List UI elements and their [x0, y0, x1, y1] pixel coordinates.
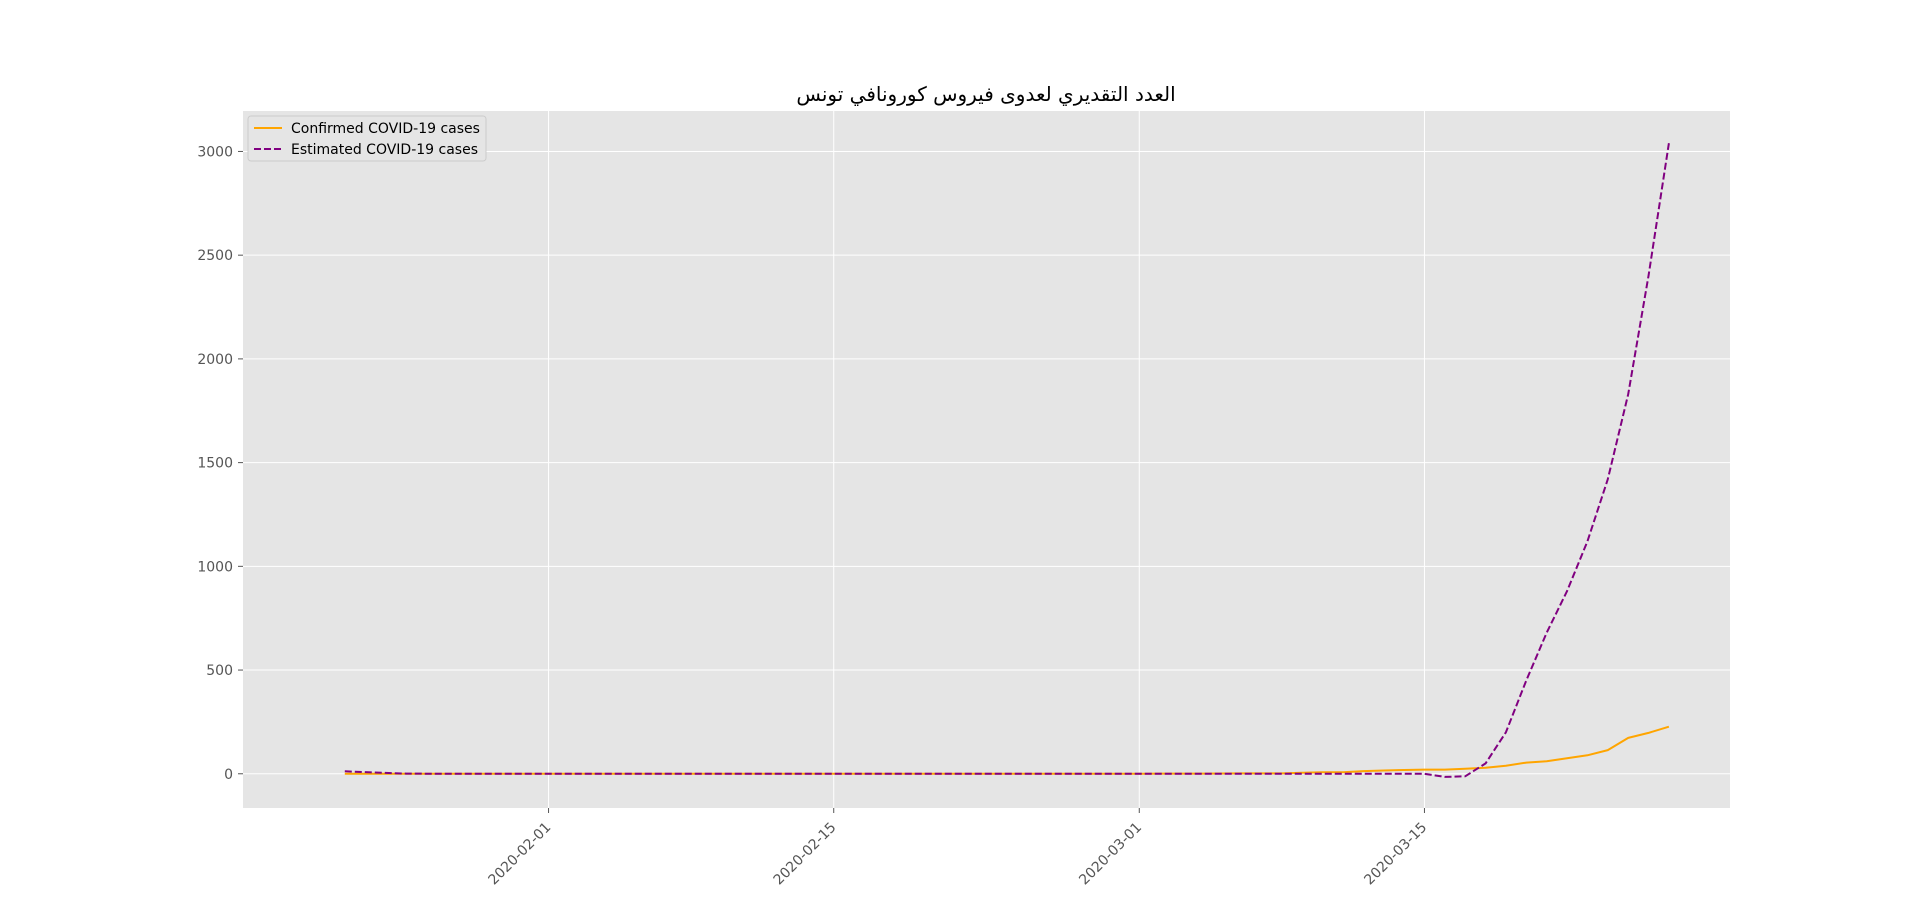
- legend-frame: [247, 115, 487, 162]
- series-lines: [344, 143, 1670, 778]
- x-axis-ticks: 2020-02-01 2020-02-15 2020-03-01 2020-03-15: [486, 808, 1430, 889]
- x-tick-label: 2020-03-01: [1076, 820, 1145, 889]
- y-tick-label: 2500: [197, 248, 233, 264]
- legend-label-1: Estimated COVID-19 cases: [291, 142, 478, 158]
- chart-title: العدد التقديري لعدوى فيروس كورونافي تونس: [796, 82, 1175, 107]
- y-tick-label: 1000: [197, 559, 233, 575]
- x-tick-label: 2020-02-01: [486, 820, 555, 889]
- x-tick-label: 2020-02-15: [771, 820, 840, 889]
- legend: Confirmed COVID-19 cases Estimated COVID-…: [247, 115, 487, 162]
- series-line-0: [344, 725, 1670, 775]
- y-tick-label: 3000: [197, 144, 233, 160]
- y-axis-ticks: 0 500 1000 1500 2000 2500 3000: [197, 144, 243, 783]
- y-tick-label: 1500: [197, 456, 233, 472]
- series-line-1: [344, 143, 1670, 778]
- plot-background: [243, 111, 1730, 808]
- y-tick-label: 500: [206, 663, 233, 679]
- grid: [243, 111, 1730, 808]
- x-tick-label: 2020-03-15: [1361, 820, 1430, 889]
- y-tick-label: 0: [224, 767, 233, 783]
- y-tick-label: 2000: [197, 352, 233, 368]
- legend-label-0: Confirmed COVID-19 cases: [291, 121, 480, 137]
